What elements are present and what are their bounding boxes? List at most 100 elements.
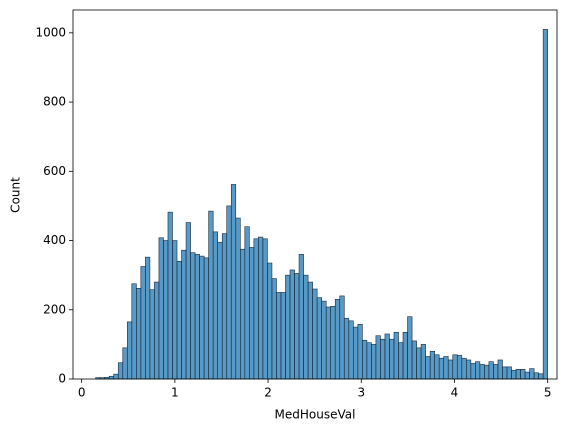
bar — [434, 354, 440, 380]
bar — [542, 29, 548, 380]
bar — [389, 338, 395, 380]
bar — [348, 320, 354, 380]
bar — [172, 240, 178, 380]
bar — [497, 359, 503, 380]
bar — [493, 364, 499, 380]
bar — [167, 211, 173, 380]
bar — [416, 347, 422, 380]
bar — [140, 266, 146, 380]
bar — [181, 249, 187, 380]
y-axis-label: Count — [9, 177, 23, 213]
bar — [533, 372, 539, 380]
bar — [307, 281, 313, 380]
bar — [520, 369, 526, 380]
bar — [212, 231, 218, 380]
bar — [298, 254, 304, 380]
bar — [126, 321, 133, 380]
bar — [334, 299, 341, 380]
bar — [221, 233, 228, 380]
bar — [235, 217, 241, 380]
y-tick-label: 800 — [43, 95, 66, 109]
bar — [330, 306, 336, 380]
bar — [524, 371, 530, 380]
x-tick-label: 4 — [451, 386, 459, 400]
bar — [203, 257, 209, 380]
bar — [253, 238, 259, 380]
bar — [113, 373, 119, 380]
bar — [456, 355, 463, 380]
bar — [194, 254, 200, 380]
bar — [199, 255, 205, 380]
bar — [312, 288, 318, 380]
bar — [217, 241, 223, 380]
bar — [420, 344, 426, 380]
x-tick-label: 2 — [264, 386, 272, 400]
bar — [303, 274, 309, 380]
bar — [294, 273, 300, 380]
bar — [262, 238, 268, 380]
bar — [484, 364, 490, 380]
bar — [475, 361, 481, 380]
bar — [190, 252, 196, 380]
bar — [145, 256, 151, 380]
bar — [479, 364, 485, 380]
bar — [511, 370, 517, 380]
bar — [371, 344, 377, 380]
bar — [407, 316, 413, 380]
x-tick-label: 0 — [78, 386, 86, 400]
x-tick-label: 1 — [171, 386, 179, 400]
bar — [325, 306, 332, 380]
bar — [438, 357, 445, 380]
bar — [208, 210, 214, 380]
bar — [271, 278, 277, 380]
bar — [289, 269, 295, 380]
bar — [131, 283, 137, 380]
bar — [375, 335, 381, 380]
y-tick-label: 0 — [58, 372, 66, 386]
bar — [466, 359, 472, 380]
bar — [470, 363, 476, 380]
bar — [502, 366, 508, 380]
y-tick-label: 1000 — [35, 25, 66, 39]
bar — [276, 292, 282, 380]
bar — [185, 222, 191, 380]
y-tick-label: 400 — [43, 233, 66, 247]
bar — [176, 261, 182, 380]
bar — [226, 205, 232, 380]
bar — [425, 356, 431, 380]
bar — [447, 359, 454, 380]
bar — [163, 240, 169, 380]
bar — [316, 297, 322, 380]
bar — [158, 237, 164, 380]
x-axis-label: MedHouseVal — [275, 408, 356, 422]
bar — [398, 342, 404, 380]
bar — [244, 226, 250, 380]
bar — [249, 247, 255, 380]
bar — [515, 369, 521, 380]
bar — [285, 274, 291, 380]
bar — [267, 262, 273, 380]
plot-frame — [72, 9, 558, 380]
bar — [280, 292, 286, 380]
bar — [239, 248, 246, 380]
bar — [411, 340, 417, 380]
bar — [149, 289, 155, 380]
bar — [357, 324, 363, 380]
bar — [321, 300, 327, 380]
bar — [353, 326, 359, 380]
bar — [488, 361, 494, 380]
bar — [443, 356, 449, 380]
bar — [122, 347, 128, 380]
bar — [366, 342, 372, 380]
x-tick-label: 5 — [544, 386, 552, 400]
bar — [258, 236, 264, 380]
bar — [538, 373, 544, 380]
bar — [362, 339, 368, 380]
bar — [393, 331, 399, 380]
bar — [380, 338, 386, 380]
bar — [452, 354, 458, 380]
bar — [402, 331, 408, 380]
x-tick-label: 3 — [357, 386, 365, 400]
bar — [384, 333, 390, 380]
